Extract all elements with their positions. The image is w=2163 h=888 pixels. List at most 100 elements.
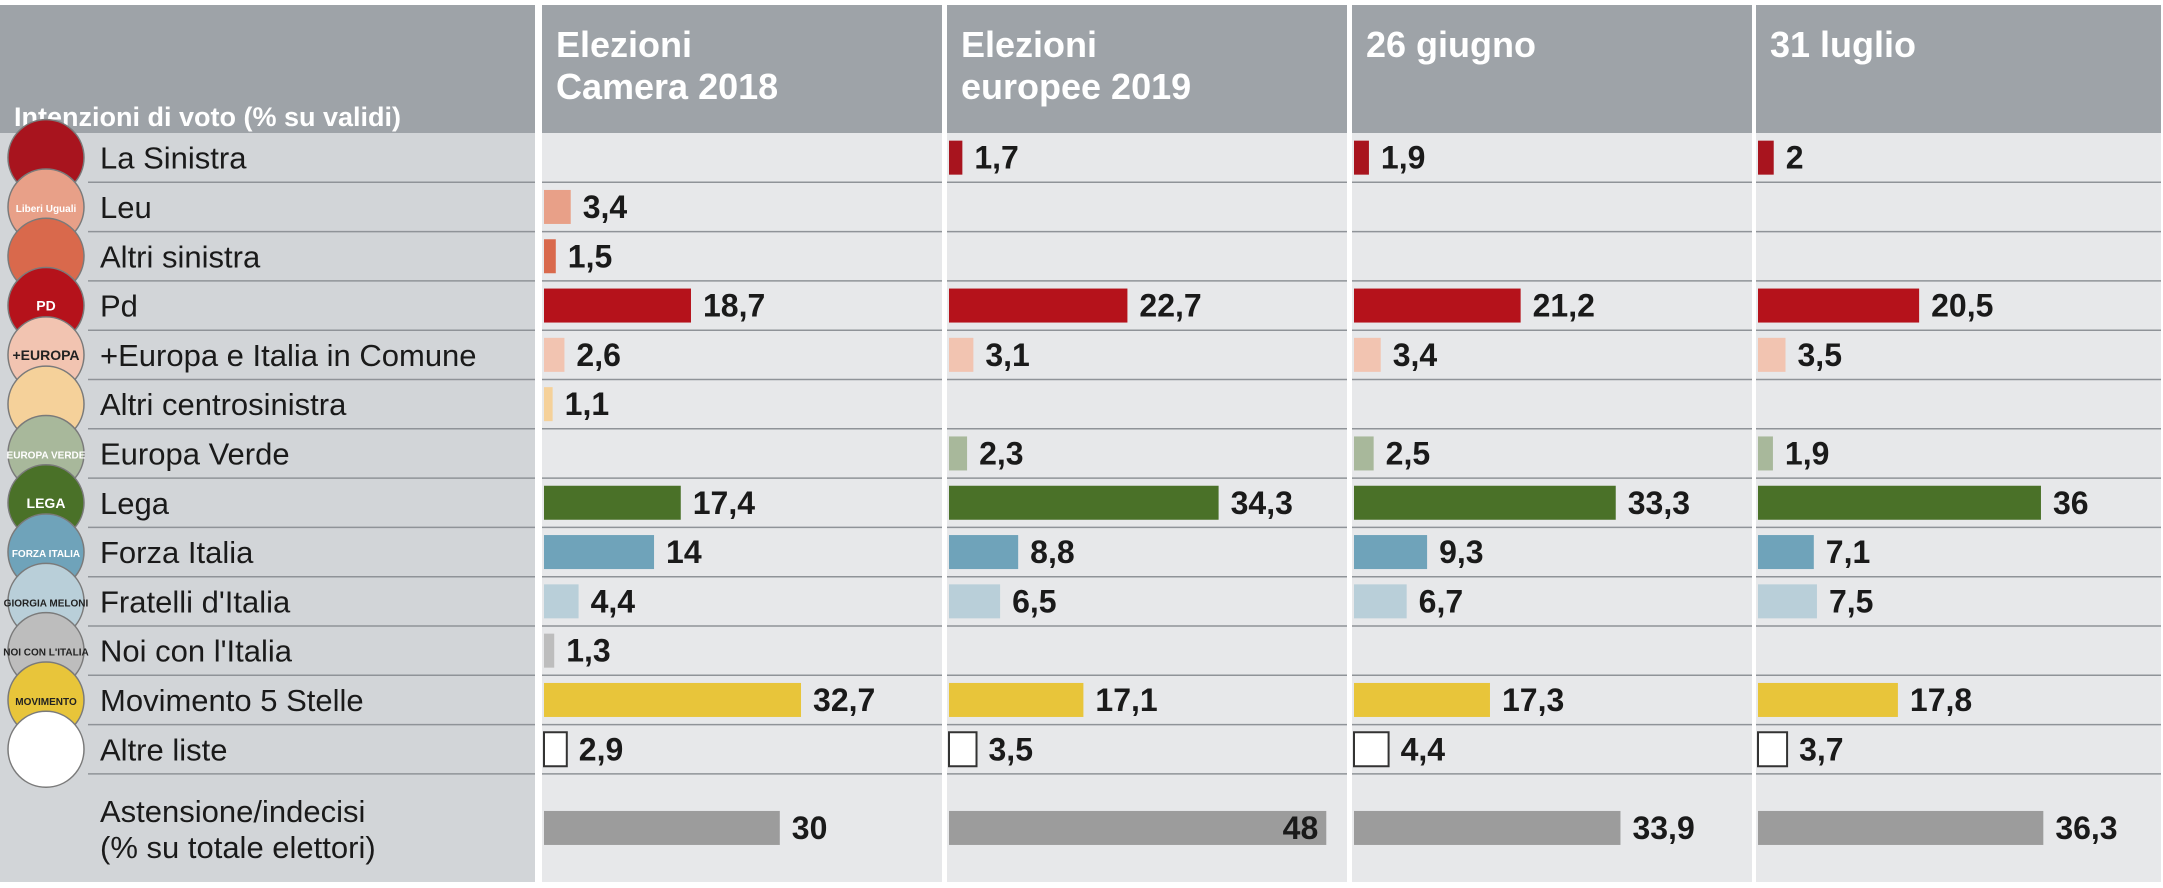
bar-2-forza-italia [949,535,1019,570]
category-label-fratelli-d-italia: Fratelli d'Italia [100,584,291,619]
value-label-1-europa-e-italia-in-comune: 2,6 [576,337,620,373]
bar-2-la-sinistra [949,140,963,175]
panel-header-bg-1 [542,5,942,133]
value-label-4-movimento-5-stelle: 17,8 [1910,682,1972,718]
panel-header-bg-2 [947,5,1347,133]
value-label-1-lega: 17,4 [693,485,755,521]
europa-verde-logo-text: EUROPA VERDE [7,450,86,461]
category-label-altri-sinistra: Altri sinistra [100,239,261,274]
bar-4-forza-italia [1758,535,1814,570]
bar-2-europa-verde [949,436,968,471]
abstention-value-1: 30 [792,810,828,846]
bar-1-europa-e-italia-in-comune [544,337,565,372]
pd-logo-text: PD [36,298,55,314]
abstention-bar-4 [1758,810,2044,845]
lega-logo-text: LEGA [27,495,66,511]
category-label-noi-con-l-italia: Noi con l'Italia [100,634,293,669]
category-label-forza-italia: Forza Italia [100,535,254,570]
bar-4-la-sinistra [1758,140,1774,175]
bar-3-altre-liste [1353,731,1390,768]
abstention-bar-3 [1354,810,1621,845]
bar-2-movimento-5-stelle [949,682,1084,717]
bar-1-noi-con-l-italia [544,633,555,668]
category-label-altri-centrosinistra: Altri centrosinistra [100,387,347,422]
bar-3-europa-e-italia-in-comune [1354,337,1381,372]
value-label-1-altre-liste: 2,9 [579,731,623,767]
bar-2-europa-e-italia-in-comune [949,337,974,372]
corner-label: Intenzioni di voto (% su validi) [14,102,401,132]
value-label-1-leu: 3,4 [583,189,628,225]
abstention-bar-2 [949,810,1327,845]
fratelli-d-italia-logo-text: GIORGIA MELONI [4,598,89,609]
value-label-3-altre-liste: 4,4 [1401,731,1446,767]
value-label-4-fratelli-d-italia: 7,5 [1829,583,1873,619]
value-label-2-pd: 22,7 [1139,288,1201,324]
value-label-2-la-sinistra: 1,7 [974,140,1018,176]
bar-2-pd [949,288,1128,323]
bar-1-forza-italia [544,535,655,570]
bar-1-leu [544,189,571,224]
value-label-4-forza-italia: 7,1 [1826,534,1870,570]
category-label-lega: Lega [100,486,170,521]
bar-1-fratelli-d-italia [544,584,579,619]
value-label-2-altre-liste: 3,5 [989,731,1033,767]
value-label-3-forza-italia: 9,3 [1439,534,1483,570]
bar-3-la-sinistra [1354,140,1369,175]
value-label-4-altre-liste: 3,7 [1799,731,1843,767]
bar-1-lega [544,485,681,520]
category-label-europa-e-italia-in-comune: +Europa e Italia in Comune [100,338,477,373]
value-label-2-forza-italia: 8,8 [1030,534,1074,570]
forza-italia-logo-text: FORZA ITALIA [12,549,80,560]
bar-3-pd [1354,288,1521,323]
value-label-3-fratelli-d-italia: 6,7 [1419,583,1463,619]
abstention-value-2: 48 [1283,810,1319,846]
abstention-bar-1 [544,810,780,845]
column-header-4: 31 luglio [1770,24,1916,65]
category-label-leu: Leu [100,190,152,225]
column-header-line: Elezioni [556,24,692,65]
column-header-line: 31 luglio [1770,24,1916,65]
bar-3-forza-italia [1354,535,1428,570]
value-label-1-fratelli-d-italia: 4,4 [591,583,636,619]
value-label-1-pd: 18,7 [703,288,765,324]
bar-4-pd [1758,288,1920,323]
bar-2-lega [949,485,1219,520]
column-header-line: Camera 2018 [556,66,778,107]
value-label-2-movimento-5-stelle: 17,1 [1095,682,1157,718]
category-label-movimento-5-stelle: Movimento 5 Stelle [100,683,364,718]
value-label-3-europa-e-italia-in-comune: 3,4 [1393,337,1438,373]
category-label-pd: Pd [100,289,138,324]
bar-4-fratelli-d-italia [1758,584,1817,619]
bar-3-lega [1354,485,1616,520]
leu-logo-text: Liberi Uguali [16,204,77,215]
bar-2-altre-liste [948,731,978,768]
abstention-label: Astensione/indecisi (% su totale elettori… [100,794,376,865]
value-label-2-lega: 34,3 [1231,485,1293,521]
bar-4-europa-verde [1758,436,1773,471]
bar-3-europa-verde [1354,436,1374,471]
bar-1-altri-centrosinistra [544,387,553,422]
bar-1-altri-sinistra [544,239,556,274]
bar-4-movimento-5-stelle [1758,682,1898,717]
movimento-5-stelle-logo-text: MOVIMENTO [15,697,77,708]
label-panel-bg [0,133,535,882]
category-label-la-sinistra: La Sinistra [100,141,247,176]
noi-con-l-italia-logo-text: NOI CON L'ITALIA [3,648,89,659]
bar-4-europa-e-italia-in-comune [1758,337,1786,372]
bar-4-lega [1758,485,2041,520]
value-label-2-fratelli-d-italia: 6,5 [1012,583,1056,619]
value-label-4-europa-e-italia-in-comune: 3,5 [1798,337,1842,373]
altre-liste-logo [7,710,85,788]
value-label-3-movimento-5-stelle: 17,3 [1502,682,1564,718]
value-label-4-lega: 36 [2053,485,2089,521]
column-header-2: Elezioni europee 2019 [961,24,1191,107]
category-label-europa-verde: Europa Verde [100,436,290,471]
value-label-3-pd: 21,2 [1533,288,1595,324]
column-header-line: europee 2019 [961,66,1191,107]
value-label-1-noi-con-l-italia: 1,3 [566,633,610,669]
value-label-1-altri-centrosinistra: 1,1 [565,386,609,422]
bar-3-fratelli-d-italia [1354,584,1407,619]
abstention-label-line: Astensione/indecisi [100,794,365,829]
